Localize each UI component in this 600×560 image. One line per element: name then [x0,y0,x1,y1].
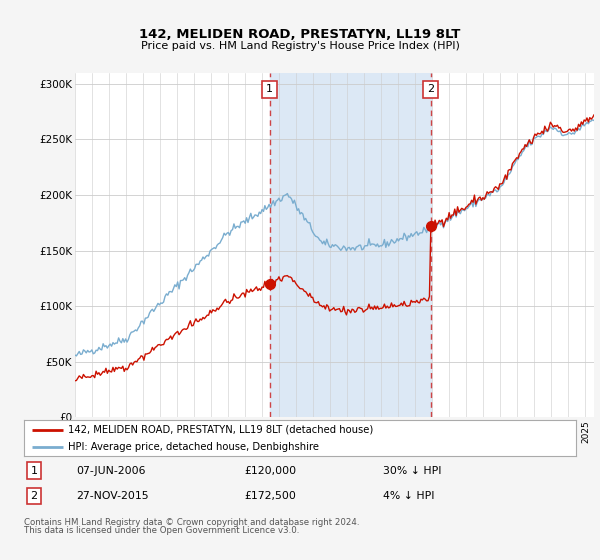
Text: 142, MELIDEN ROAD, PRESTATYN, LL19 8LT: 142, MELIDEN ROAD, PRESTATYN, LL19 8LT [139,28,461,41]
Text: 07-JUN-2006: 07-JUN-2006 [76,466,146,476]
Bar [269,73,431,417]
Text: Contains HM Land Registry data © Crown copyright and database right 2024.: Contains HM Land Registry data © Crown c… [24,518,359,527]
Text: 142, MELIDEN ROAD, PRESTATYN, LL19 8LT (detached house): 142, MELIDEN ROAD, PRESTATYN, LL19 8LT (… [68,425,373,435]
Text: HPI: Average price, detached house, Denbighshire: HPI: Average price, detached house, Denb… [68,442,319,452]
Text: £120,000: £120,000 [245,466,297,476]
Text: 27-NOV-2015: 27-NOV-2015 [76,491,149,501]
Text: 4% ↓ HPI: 4% ↓ HPI [383,491,434,501]
Text: This data is licensed under the Open Government Licence v3.0.: This data is licensed under the Open Gov… [24,526,299,535]
Text: 30% ↓ HPI: 30% ↓ HPI [383,466,442,476]
Text: 2: 2 [31,491,38,501]
Text: 1: 1 [266,85,273,95]
Text: 2: 2 [427,85,434,95]
Text: Price paid vs. HM Land Registry's House Price Index (HPI): Price paid vs. HM Land Registry's House … [140,41,460,51]
Text: £172,500: £172,500 [245,491,296,501]
Text: 1: 1 [31,466,38,476]
